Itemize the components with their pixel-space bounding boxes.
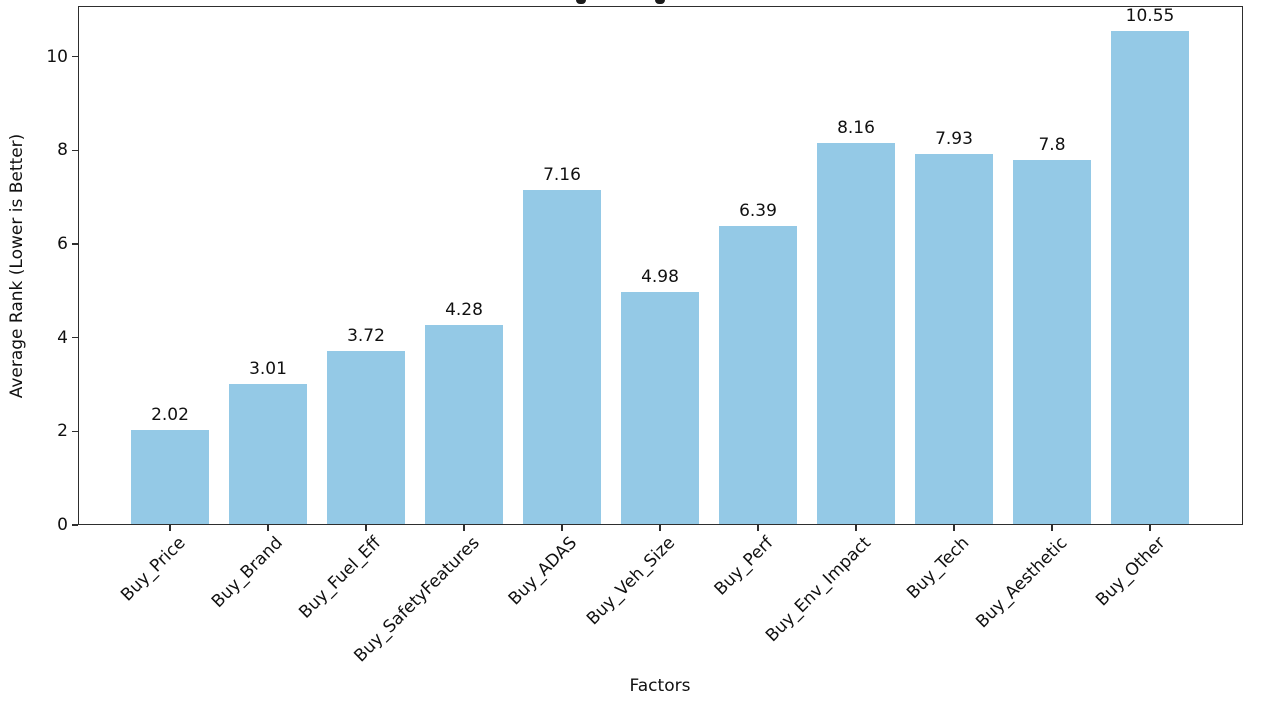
x-tick-mark	[463, 525, 465, 531]
bar-value-label: 2.02	[151, 405, 189, 426]
x-tick-mark	[855, 525, 857, 531]
x-axis-label: Factors	[629, 676, 691, 696]
bar-value-label: 7.8	[1038, 134, 1066, 155]
x-tick-mark	[561, 525, 563, 531]
bar-buy_veh_size	[621, 291, 699, 525]
bar-buy_brand	[229, 384, 307, 525]
bar-value-label: 10.55	[1125, 5, 1175, 26]
x-tick-label: Buy_Fuel_Eff	[295, 533, 386, 623]
y-tick-label: 6	[57, 233, 68, 254]
y-tick-label: 0	[57, 515, 68, 535]
x-tick-mark	[659, 525, 661, 531]
cropped-title-remnant	[655, 0, 665, 4]
bar-value-label: 7.93	[935, 128, 973, 149]
y-tick-label: 2	[57, 421, 68, 442]
y-tick-mark	[72, 243, 78, 245]
bar-value-label: 4.98	[641, 266, 679, 287]
bar-buy_other	[1111, 30, 1189, 525]
x-tick-label: Buy_Perf	[710, 533, 778, 600]
y-tick-label: 10	[46, 46, 68, 67]
bar-value-label: 8.16	[837, 117, 875, 138]
x-tick-label: Buy_Other	[1091, 533, 1170, 611]
x-tick-mark	[1149, 525, 1151, 531]
y-axis-label: Average Rank (Lower is Better)	[7, 133, 27, 399]
x-tick-label: Buy_Tech	[903, 533, 974, 604]
bar-buy_tech	[915, 153, 993, 525]
y-tick-mark	[72, 55, 78, 58]
bar-value-label: 4.28	[445, 299, 483, 320]
bar-value-label: 3.72	[347, 325, 385, 346]
x-tick-label: Buy_Veh_Size	[583, 533, 680, 630]
bar-buy_safetyfeatures	[425, 324, 503, 525]
x-tick-mark	[267, 525, 269, 531]
y-tick-label: 8	[57, 140, 68, 161]
bar-buy_env_impact	[817, 142, 895, 525]
bar-value-label: 7.16	[543, 164, 581, 185]
y-tick-mark	[72, 149, 78, 151]
bar-buy_fuel_eff	[327, 350, 405, 525]
x-tick-label: Buy_Env_Impact	[762, 533, 876, 647]
x-tick-mark	[365, 525, 367, 531]
y-tick-mark	[72, 524, 78, 526]
bar-buy_adas	[523, 189, 601, 525]
x-tick-mark	[757, 525, 759, 531]
x-tick-mark	[953, 525, 955, 531]
cropped-title-remnant	[576, 0, 586, 4]
y-tick-mark	[72, 336, 78, 339]
y-tick-label: 4	[57, 327, 68, 348]
bar-value-label: 3.01	[249, 359, 287, 379]
bar-buy_aesthetic	[1013, 159, 1091, 525]
x-tick-mark	[1051, 525, 1053, 531]
x-tick-label: Buy_Aesthetic	[971, 533, 1072, 633]
y-tick-mark	[72, 430, 78, 432]
bar-buy_price	[131, 430, 209, 525]
bar-buy_perf	[719, 225, 797, 525]
x-tick-label: Buy_ADAS	[504, 533, 582, 610]
x-tick-label: Buy_Price	[116, 533, 190, 606]
x-tick-mark	[169, 525, 171, 531]
x-tick-label: Buy_Brand	[208, 533, 288, 612]
bar-value-label: 6.39	[739, 200, 777, 221]
